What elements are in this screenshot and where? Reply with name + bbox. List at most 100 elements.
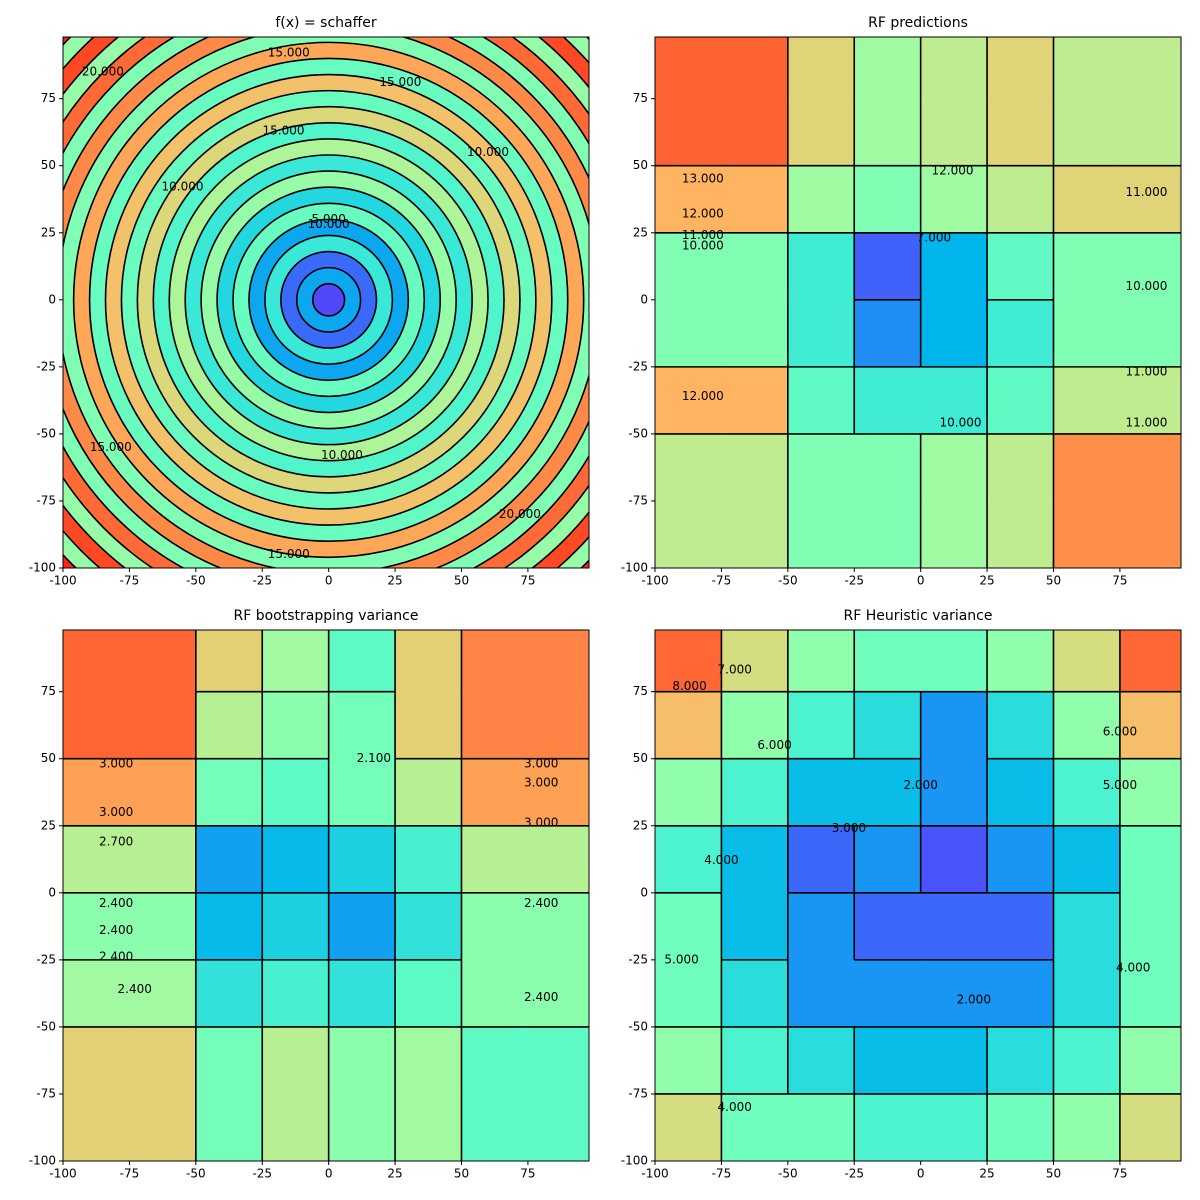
y-tick-label: -25 (36, 952, 56, 966)
cell (854, 758, 922, 827)
cell (1119, 98, 1181, 167)
cell (1119, 691, 1181, 760)
contour-label: 10.000 (940, 416, 982, 430)
cell (1053, 299, 1121, 368)
contour-label: 11.000 (1125, 185, 1167, 199)
contour-label: 2.400 (118, 982, 152, 996)
cell (787, 959, 855, 1028)
contour-label: 3.000 (524, 757, 558, 771)
cell (920, 37, 988, 100)
cell (1053, 37, 1121, 100)
cell (1119, 232, 1181, 301)
cell (1053, 165, 1121, 234)
axes-frame (62, 36, 590, 569)
x-tick-label: 25 (387, 574, 402, 588)
cell (527, 892, 589, 961)
x-tick-label: -25 (844, 574, 864, 588)
y-tick-label: 25 (633, 818, 648, 832)
cell (787, 691, 855, 760)
cell (721, 959, 789, 1028)
cell (920, 825, 988, 894)
cell (1053, 825, 1121, 894)
cell (854, 165, 922, 234)
cell (787, 892, 855, 961)
cell (129, 825, 197, 894)
contour-label: 7.000 (917, 231, 951, 245)
cell (721, 630, 789, 693)
cell (721, 758, 789, 827)
x-tick-label: 50 (454, 1167, 469, 1181)
cell (63, 959, 130, 1028)
cell (987, 165, 1054, 234)
contour-label: 2.100 (357, 751, 391, 765)
contour-label: 2.000 (957, 993, 991, 1007)
cell (987, 366, 1054, 435)
cell (195, 959, 263, 1028)
y-tick-label: 75 (41, 91, 56, 105)
cell (395, 825, 462, 894)
y-tick-label: 0 (48, 885, 56, 899)
y-tick-label: -75 (36, 493, 56, 507)
contour-label: 3.000 (524, 816, 558, 830)
cell (920, 630, 988, 693)
cell (987, 1026, 1054, 1095)
cell (655, 299, 722, 368)
cell (787, 232, 855, 301)
cell (395, 892, 462, 961)
cell (63, 758, 130, 827)
contour-label: 3.000 (524, 775, 558, 789)
cell (1119, 758, 1181, 827)
cell (262, 1093, 330, 1161)
y-tick-label: -75 (628, 493, 648, 507)
y-tick-label: 50 (633, 158, 648, 172)
y-tick-label: -75 (36, 1086, 56, 1100)
cell (787, 630, 855, 693)
cell (721, 892, 789, 961)
contour-label: 2.400 (524, 990, 558, 1004)
y-tick-label: -100 (621, 561, 648, 575)
cell (1119, 1026, 1181, 1095)
x-tick-label: -75 (712, 574, 732, 588)
cell (461, 1093, 529, 1161)
cell (721, 299, 789, 368)
cell (920, 299, 988, 368)
cell (461, 959, 529, 1028)
cell (920, 500, 988, 568)
y-tick-label: 0 (640, 885, 648, 899)
cell (262, 630, 330, 693)
cell (987, 959, 1054, 1028)
contour-label: 13.000 (682, 172, 724, 186)
cell (527, 691, 589, 760)
contour-label: 4.000 (718, 1100, 752, 1114)
cell (461, 758, 529, 827)
cell (920, 98, 988, 167)
contour-label: 10.000 (308, 217, 350, 231)
contour-label: 15.000 (262, 123, 304, 137)
contour-label: 15.000 (90, 440, 132, 454)
cell (129, 892, 197, 961)
cell (987, 299, 1054, 368)
cell (721, 691, 789, 760)
contour-label: 2.400 (99, 950, 133, 964)
chart-title: RF Heuristic variance (844, 608, 993, 624)
cell (854, 630, 922, 693)
y-tick-label: -100 (621, 1154, 648, 1168)
cell (787, 98, 855, 167)
cell (920, 691, 988, 760)
cell (721, 1093, 789, 1161)
cell (262, 691, 330, 760)
y-tick-label: -25 (628, 952, 648, 966)
contour-label: 11.000 (1125, 416, 1167, 430)
cell (461, 1026, 529, 1095)
cell (63, 1026, 130, 1095)
contour-label: 20.000 (82, 64, 124, 78)
cell (655, 630, 722, 693)
cell (987, 758, 1054, 827)
cell (655, 232, 722, 301)
x-tick-label: 0 (325, 574, 333, 588)
contour-label: 7.000 (718, 663, 752, 677)
cell (721, 825, 789, 894)
x-tick-label: 25 (979, 574, 994, 588)
cell (920, 1093, 988, 1161)
